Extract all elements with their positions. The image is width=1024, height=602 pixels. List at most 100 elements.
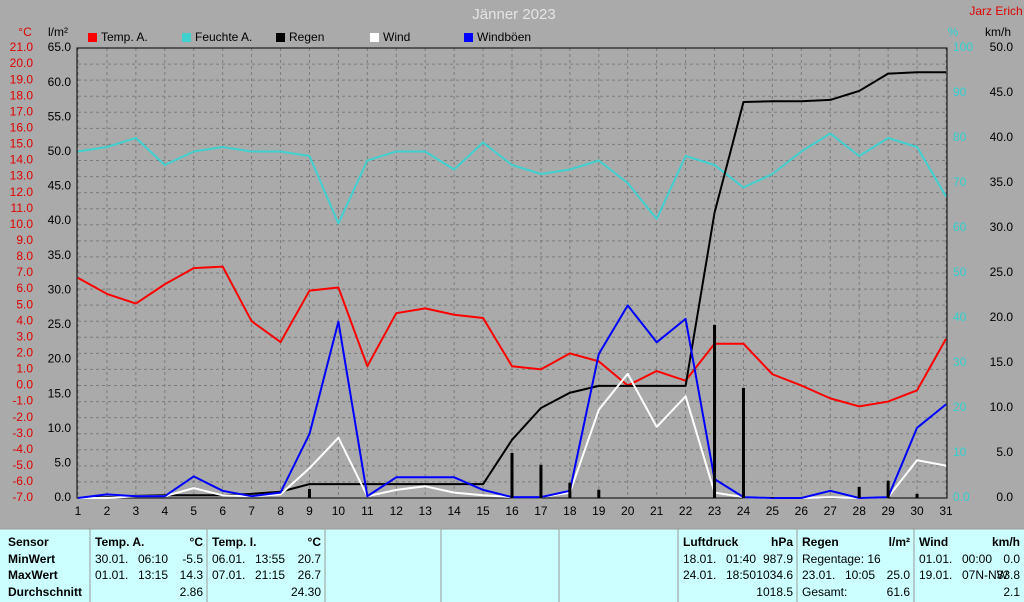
cell-time: 13:55 xyxy=(255,552,285,566)
y-tick-label: 40 xyxy=(953,310,967,324)
y-tick-label: 12.0 xyxy=(10,185,34,199)
x-tick-label: 12 xyxy=(390,504,404,518)
x-tick-label: 18 xyxy=(563,504,577,518)
column-unit: l/m² xyxy=(889,535,910,549)
cell-value: 0.0 xyxy=(1003,552,1020,566)
y-tick-label: 60.0 xyxy=(48,75,72,89)
y-tick-label: 10 xyxy=(953,445,967,459)
y-tick-label: 0.0 xyxy=(54,490,71,504)
y-tick-label: 80 xyxy=(953,130,967,144)
legend-label: Wind xyxy=(383,30,410,44)
x-tick-label: 6 xyxy=(219,504,226,518)
y-tick-label: -1.0 xyxy=(12,394,33,408)
rain-bar xyxy=(539,464,543,498)
rain-bar xyxy=(568,482,572,498)
x-tick-label: 17 xyxy=(534,504,548,518)
y-tick-label: -6.0 xyxy=(12,474,33,488)
x-tick-label: 10 xyxy=(332,504,346,518)
legend-label: Temp. A. xyxy=(101,30,148,44)
cell-time: 21:15 xyxy=(255,568,285,582)
chart-title: Jänner 2023 xyxy=(472,6,555,23)
y-tick-label: 13.0 xyxy=(10,169,34,183)
cell-date: 18.01. xyxy=(683,552,716,566)
cell-date: 01.01. xyxy=(95,568,128,582)
y-tick-label: 21.0 xyxy=(10,40,34,54)
cell-value: 33.8 xyxy=(997,568,1021,582)
x-tick-label: 19 xyxy=(592,504,606,518)
x-tick-label: 24 xyxy=(737,504,751,518)
stats-background xyxy=(0,529,1024,602)
cell-time: 00:00 xyxy=(962,552,992,566)
y-tick-label: -3.0 xyxy=(12,426,33,440)
cell-time: 18:50 xyxy=(726,568,756,582)
series-line xyxy=(77,265,947,408)
cell-date: 23.01. xyxy=(802,568,835,582)
x-tick-label: 29 xyxy=(881,504,895,518)
y-tick-label: 18.0 xyxy=(10,88,34,102)
y-tick-label: 10.0 xyxy=(990,400,1014,414)
x-tick-label: 11 xyxy=(361,504,374,518)
rain-bar xyxy=(597,489,601,498)
cell-label: Gesamt: xyxy=(802,585,847,599)
y-tick-label: 15.0 xyxy=(990,355,1014,369)
x-tick-label: 5 xyxy=(190,504,197,518)
cell-value: 14.3 xyxy=(180,568,204,582)
y-tick-label: 30.0 xyxy=(990,220,1014,234)
y-tick-label: 20 xyxy=(953,400,967,414)
x-tick-label: 13 xyxy=(419,504,433,518)
x-tick-label: 26 xyxy=(795,504,809,518)
legend-label: Feuchte A. xyxy=(195,30,252,44)
rain-bar xyxy=(307,489,311,498)
y-tick-label: 35.0 xyxy=(48,248,72,262)
x-tick-label: 22 xyxy=(679,504,693,518)
cell-value: 20.7 xyxy=(298,552,322,566)
y-tick-label: 2.0 xyxy=(16,346,33,360)
row-label: MaxWert xyxy=(8,568,58,582)
x-tick-label: 2 xyxy=(104,504,111,518)
y-tick-label: -4.0 xyxy=(12,442,33,456)
x-tick-label: 31 xyxy=(939,504,953,518)
x-tick-label: 1 xyxy=(75,504,82,518)
legend-label: Regen xyxy=(289,30,324,44)
y-tick-label: -5.0 xyxy=(12,458,33,472)
row-label: Durchschnitt xyxy=(8,585,82,599)
cell-time: 10:05 xyxy=(845,568,875,582)
cell-time: 06:10 xyxy=(138,552,168,566)
y-tick-label: 17.0 xyxy=(10,104,34,118)
x-tick-label: 14 xyxy=(447,504,461,518)
y-tick-label: 50.0 xyxy=(48,144,72,158)
y-tick-label: 0.0 xyxy=(16,378,33,392)
y-tick-label: -7.0 xyxy=(12,490,33,504)
column-title: Wind xyxy=(919,535,948,549)
x-tick-label: 9 xyxy=(306,504,313,518)
y-tick-label: 9.0 xyxy=(16,233,33,247)
axis-unit: % xyxy=(948,25,959,39)
y-tick-label: 16.0 xyxy=(10,121,34,135)
y-tick-label: 45.0 xyxy=(990,85,1014,99)
y-tick-label: 100 xyxy=(953,40,973,54)
rain-bar xyxy=(741,387,745,498)
x-tick-label: 8 xyxy=(277,504,284,518)
x-tick-label: 27 xyxy=(824,504,838,518)
cell-value: 2.86 xyxy=(180,585,204,599)
y-tick-label: 90 xyxy=(953,85,967,99)
column-unit: °C xyxy=(190,535,204,549)
y-tick-label: 4.0 xyxy=(16,313,33,327)
cell-label: Regentage: 16 xyxy=(802,552,881,566)
cell-date: 06.01. xyxy=(212,552,245,566)
column-title: Temp. I. xyxy=(212,535,256,549)
cell-time: 07N-NW xyxy=(962,568,1009,582)
y-tick-label: 5.0 xyxy=(16,297,33,311)
x-tick-label: 30 xyxy=(910,504,924,518)
y-tick-label: 10.0 xyxy=(10,217,34,231)
legend-swatch xyxy=(370,33,379,42)
cell-date: 19.01. xyxy=(919,568,952,582)
x-tick-label: 21 xyxy=(650,504,664,518)
y-tick-label: 20.0 xyxy=(990,310,1014,324)
cell-date: 01.01. xyxy=(919,552,952,566)
y-tick-label: 40.0 xyxy=(48,213,72,227)
cell-value: 987.9 xyxy=(763,552,793,566)
row-label: MinWert xyxy=(8,552,55,566)
cell-value: 25.0 xyxy=(887,568,911,582)
y-tick-label: 14.0 xyxy=(10,153,34,167)
